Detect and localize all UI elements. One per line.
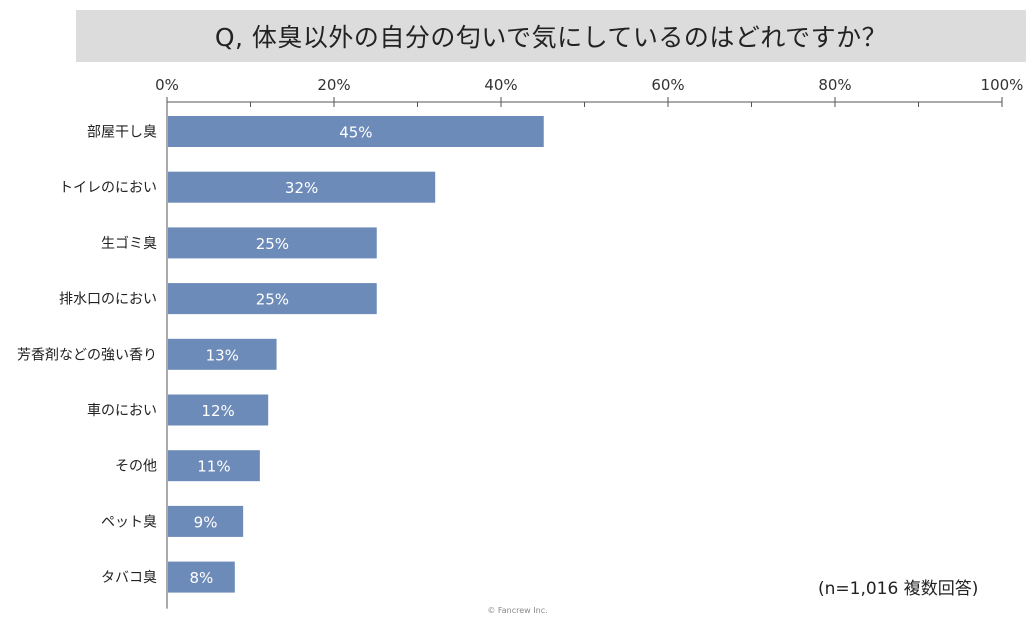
bar xyxy=(168,561,235,593)
category-label: タバコ臭 xyxy=(101,570,157,586)
bar-value-label: 45% xyxy=(339,124,372,142)
copyright: © Fancrew Inc. xyxy=(487,606,548,615)
category-label: 排水口のにおい xyxy=(59,292,157,308)
category-label: トイレのにおい xyxy=(59,180,157,196)
x-tick-label: 40% xyxy=(484,76,517,94)
category-label: その他 xyxy=(115,459,157,475)
x-tick-label: 0% xyxy=(155,76,179,94)
sample-note: (n=1,016 複数回答) xyxy=(818,579,979,599)
category-label: 部屋干し臭 xyxy=(87,125,157,141)
x-tick-label: 60% xyxy=(651,76,684,94)
category-label: 生ゴミ臭 xyxy=(101,235,157,252)
bar-value-label: 9% xyxy=(194,513,218,531)
bar-value-label: 12% xyxy=(201,402,234,420)
bar xyxy=(168,283,377,315)
x-tick-label: 80% xyxy=(818,76,851,94)
bar-value-label: 32% xyxy=(285,179,318,197)
x-tick-label: 20% xyxy=(317,76,350,94)
bar xyxy=(168,450,260,482)
bar-value-label: 25% xyxy=(256,291,289,309)
category-label: ペット臭 xyxy=(101,514,157,530)
bar-value-label: 13% xyxy=(206,346,239,364)
bar xyxy=(168,227,377,259)
bar-value-label: 8% xyxy=(190,569,214,587)
title-band: Q, 体臭以外の自分の匂いで気にしているのはどれですか？ xyxy=(76,10,1026,62)
bar xyxy=(168,171,436,203)
bar-value-label: 25% xyxy=(256,235,289,253)
bar xyxy=(168,505,244,537)
bar xyxy=(168,394,269,426)
bar-value-label: 11% xyxy=(197,458,230,476)
chart-title: Q, 体臭以外の自分の匂いで気にしているのはどれですか？ xyxy=(214,23,888,52)
bar xyxy=(168,116,544,147)
x-tick-label: 100% xyxy=(981,76,1024,94)
category-label: 車のにおい xyxy=(87,402,157,419)
category-label: 芳香剤などの強い香り xyxy=(17,346,157,363)
bar xyxy=(168,338,277,370)
